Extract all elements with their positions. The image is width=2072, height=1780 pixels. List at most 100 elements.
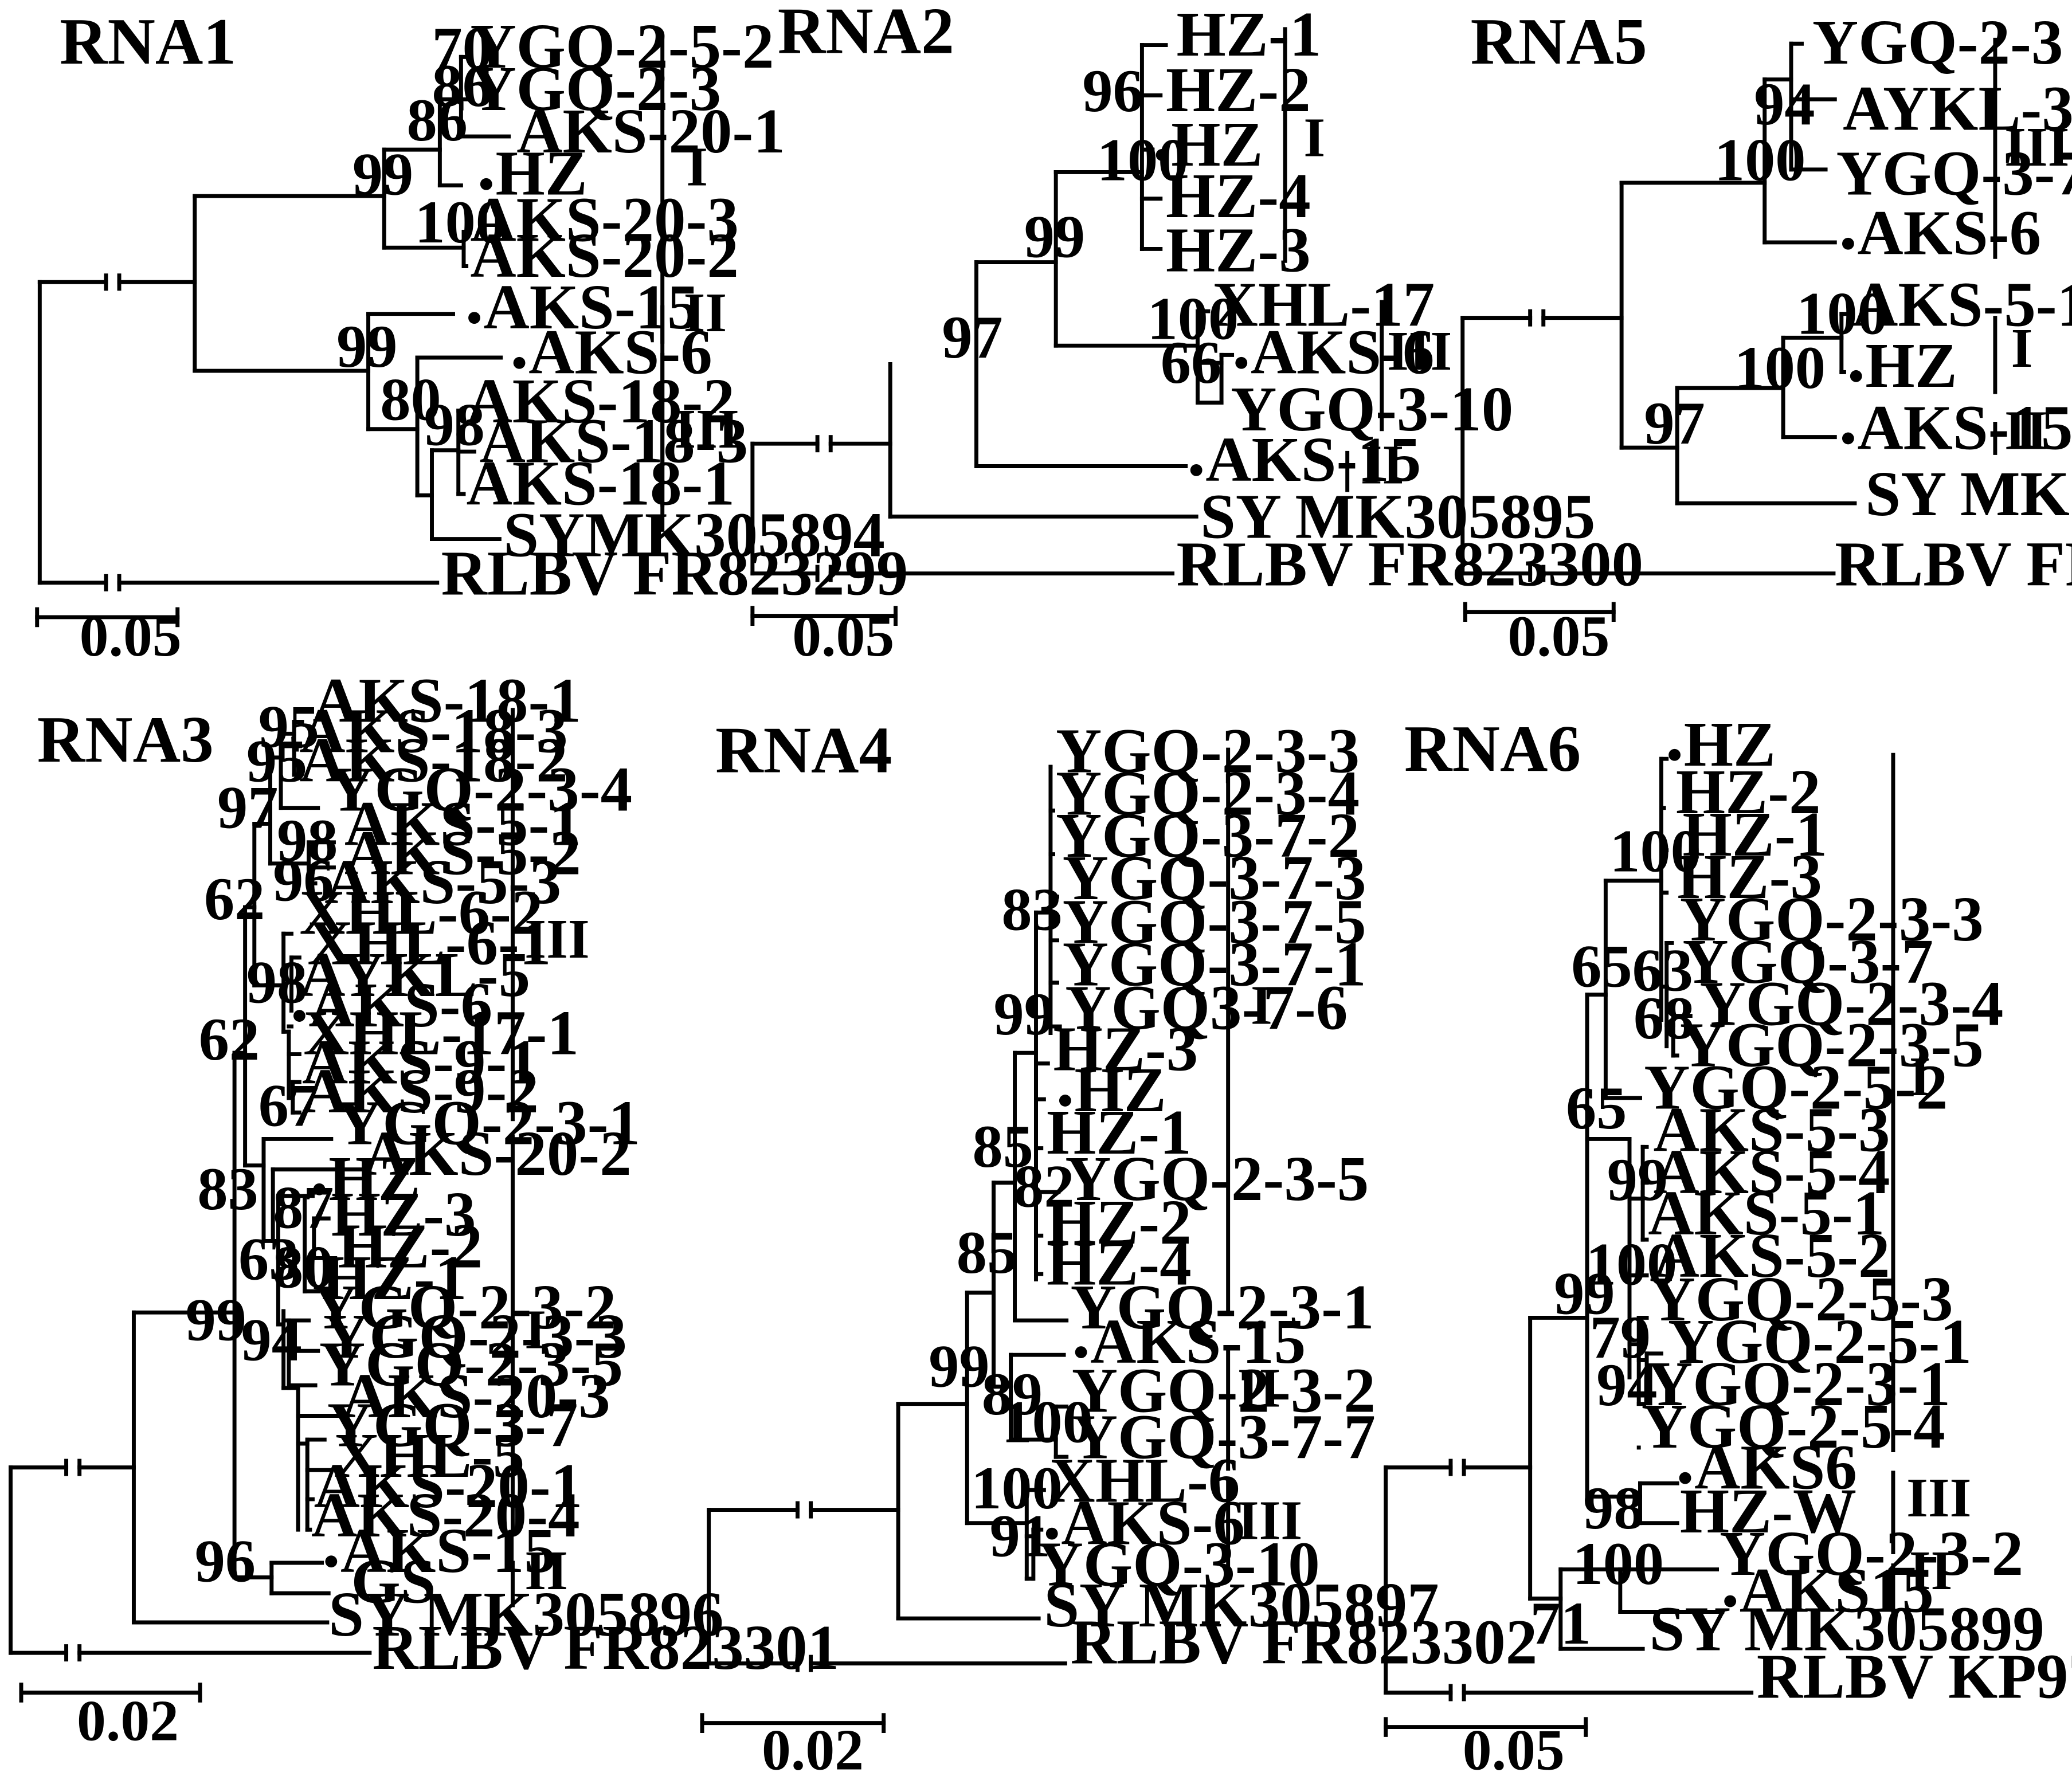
- scale-label: 0.02: [77, 1688, 179, 1753]
- leaf-label-hz-3: HZ-3: [1053, 1013, 1198, 1084]
- bootstrap-value: 79: [1590, 1303, 1651, 1371]
- bootstrap-value: 96: [1082, 57, 1143, 124]
- leaf-label-hz-1: HZ-1: [1682, 799, 1827, 869]
- bootstrap-value: 83: [197, 1155, 258, 1222]
- marker-dot: [1668, 748, 1681, 761]
- scale-label: 0.05: [792, 603, 894, 668]
- bootstrap-value: 100: [1609, 817, 1701, 885]
- leaf-label-rlbv-kp970123: RLBV KP970123: [1757, 1641, 2072, 1712]
- panel-title: RNA1: [60, 5, 236, 78]
- leaf-label-sy-mk305897: SY MK305897: [1044, 1570, 1439, 1640]
- tree-panel-rna2: RNA2 HZ-1HZ-2HZHZ-4HZ-3XHL-17AKS-6YGQ-3-1…: [750, 0, 1644, 668]
- bootstrap-value: 63: [1632, 936, 1693, 1004]
- leaf-label-ygq-2-5-1: YGQ-2-5-1: [1668, 1306, 1972, 1377]
- marker-dot: [468, 312, 480, 324]
- marker-dot: [293, 1010, 305, 1022]
- marker-dot: [1235, 356, 1248, 369]
- leaf-label-aks-20-4: AKS-20-4: [311, 1480, 579, 1550]
- bootstrap-value: 70: [432, 14, 493, 82]
- marker-dot: [1190, 464, 1203, 476]
- leaf-label-sy-mk305898: SY MK305898: [1865, 458, 2072, 529]
- bootstrap-value: 96: [273, 846, 334, 913]
- leaf-label-aks-18-1: AKS-18-1: [312, 665, 581, 736]
- clade-label: III: [1906, 1467, 1971, 1528]
- bootstrap-value: 80: [273, 1233, 334, 1300]
- panel-title: RNA5: [1471, 5, 1647, 78]
- tree-panel-rna5: RNA5 YGQ-2-3AYKL-3YGQ-3-7-1AKS-6AKS-5-1HZ…: [1460, 5, 2072, 668]
- leaf-label-rlbv-fr823300: RLBV FR823300: [1177, 528, 1644, 599]
- marker-dot: [1679, 1472, 1691, 1484]
- leaf-label-ygq-2-5-2: YGQ-2-5-2: [471, 11, 774, 81]
- bootstrap-value: 99: [352, 140, 413, 208]
- clade-label: III: [524, 908, 589, 970]
- panel-title: RNA6: [1404, 712, 1581, 785]
- clade-label: II: [2004, 399, 2048, 461]
- scale-label: 0.05: [1507, 603, 1609, 668]
- bootstrap-value: 65: [1571, 932, 1632, 1000]
- leaf-label-xhl-17: XHL-17: [1212, 269, 1435, 340]
- bootstrap-value: 99: [186, 1286, 246, 1354]
- leaf-label-ygq-3-7-2: YGQ-3-7-2: [1056, 800, 1360, 871]
- bootstrap-value: 98: [1583, 1474, 1644, 1542]
- leaf-label-aykl-5: AYKL-5: [299, 939, 530, 1010]
- bootstrap-value: 100: [1573, 1530, 1664, 1597]
- leaf-label-aks-18-1: AKS-18-1: [467, 448, 735, 519]
- leaf-label-sy-mk305896: SY MK305896: [328, 1579, 723, 1649]
- leaf-label-aks-5-3: AKS-5-3: [324, 846, 561, 917]
- clade-label: II: [1909, 1539, 1953, 1601]
- bootstrap-value: 100: [1796, 279, 1887, 347]
- bootstrap-value: 99: [929, 1332, 989, 1400]
- leaf-label-hz: HZ: [495, 138, 587, 209]
- bootstrap-value: 97: [1644, 389, 1705, 457]
- bootstrap-value: 82: [1013, 1152, 1074, 1220]
- leaf-label-hz-1: HZ-1: [1177, 0, 1322, 69]
- leaf-label-aks-6: AKS-6: [309, 970, 493, 1040]
- leaf-label-hz-3: HZ-3: [1677, 841, 1822, 912]
- marker-dot: [480, 178, 492, 190]
- leaf-label-ygq-2-3-5: YGQ-2-3-5: [1680, 1009, 1984, 1080]
- leaf-label-ygq-2-3-3: YGQ-2-3-3: [1056, 715, 1360, 786]
- leaf-label-ygq-2-3-4: YGQ-2-3-4: [328, 754, 632, 824]
- leaf-label-ygq-3-7: YGQ-3-7: [327, 1390, 578, 1460]
- leaf-label-ygq-2-3-4: YGQ-2-3-4: [1056, 758, 1360, 828]
- leaf-label-sy-mk305895: SY MK305895: [1200, 481, 1595, 551]
- bootstrap-value: 66: [1161, 328, 1221, 396]
- leaf-label-aks-18-2: AKS-18-2: [299, 725, 567, 795]
- leaf-label-ygq-2-3-2: YGQ-2-3-2: [312, 1272, 616, 1342]
- bootstrap-value: 96: [195, 1527, 256, 1594]
- bootstrap-value: 98: [246, 948, 307, 1016]
- bootstrap-value: 100: [971, 1454, 1062, 1522]
- marker-dot: [1045, 1527, 1058, 1540]
- leaf-label-aks-5-3: AKS-5-3: [1654, 1094, 1890, 1165]
- scale-label: 0.05: [80, 603, 182, 668]
- leaf-label-hz: HZ: [1684, 709, 1776, 779]
- bootstrap-value: 86: [432, 52, 493, 119]
- marker-dot: [313, 1183, 326, 1195]
- leaf-label-ygq-3-7-1: YGQ-3-7-1: [1836, 138, 2072, 209]
- leaf-label-aks-9-1: AKS-9-1: [302, 1026, 539, 1097]
- bootstrap-value: 99: [1607, 1146, 1668, 1213]
- scale-label: 0.05: [1463, 1718, 1565, 1780]
- marker-dot: [1842, 237, 1854, 250]
- leaf-label-ygq-2-3-1: YGQ-2-3-1: [1071, 1272, 1374, 1342]
- leaf-label-ygq-2-3-4: YGQ-2-3-4: [1700, 969, 2004, 1039]
- marker-dot: [1724, 1595, 1737, 1608]
- leaf-label-aks-18-3: AKS-18-3: [480, 406, 748, 476]
- leaf-label-ygq-3-7-5: YGQ-3-7-5: [1063, 886, 1366, 956]
- leaf-label-aykl-3: AYKL-3: [1843, 73, 2072, 143]
- leaf-label-aks-15: AKS-15: [340, 1515, 556, 1586]
- bootstrap-value: 85: [973, 1112, 1033, 1180]
- marker-dot: [1850, 370, 1862, 382]
- tree-panel-rna4: RNA4 YGQ-2-3-3YGQ-2-3-4YGQ-3-7-2YGQ-3-7-3…: [700, 713, 1537, 1780]
- leaf-label-hz-2: HZ-2: [338, 1211, 483, 1281]
- leaf-label-aks-6: AKS-6: [1061, 1488, 1245, 1558]
- bootstrap-value: 100: [1147, 285, 1239, 352]
- leaf-label-hz-3: HZ-3: [331, 1179, 476, 1249]
- leaf-label-xhl-6-1: XHL-6-1: [307, 907, 551, 978]
- clade-label: III: [1387, 320, 1452, 382]
- leaf-label-aks6: AKS6: [1694, 1432, 1857, 1503]
- leaf-label-aks-5-1: AKS-5-1: [1852, 269, 2072, 340]
- bootstrap-value: 62: [199, 1005, 260, 1073]
- bootstrap-value: 94: [241, 1305, 302, 1373]
- bootstrap-value: 98: [277, 806, 338, 874]
